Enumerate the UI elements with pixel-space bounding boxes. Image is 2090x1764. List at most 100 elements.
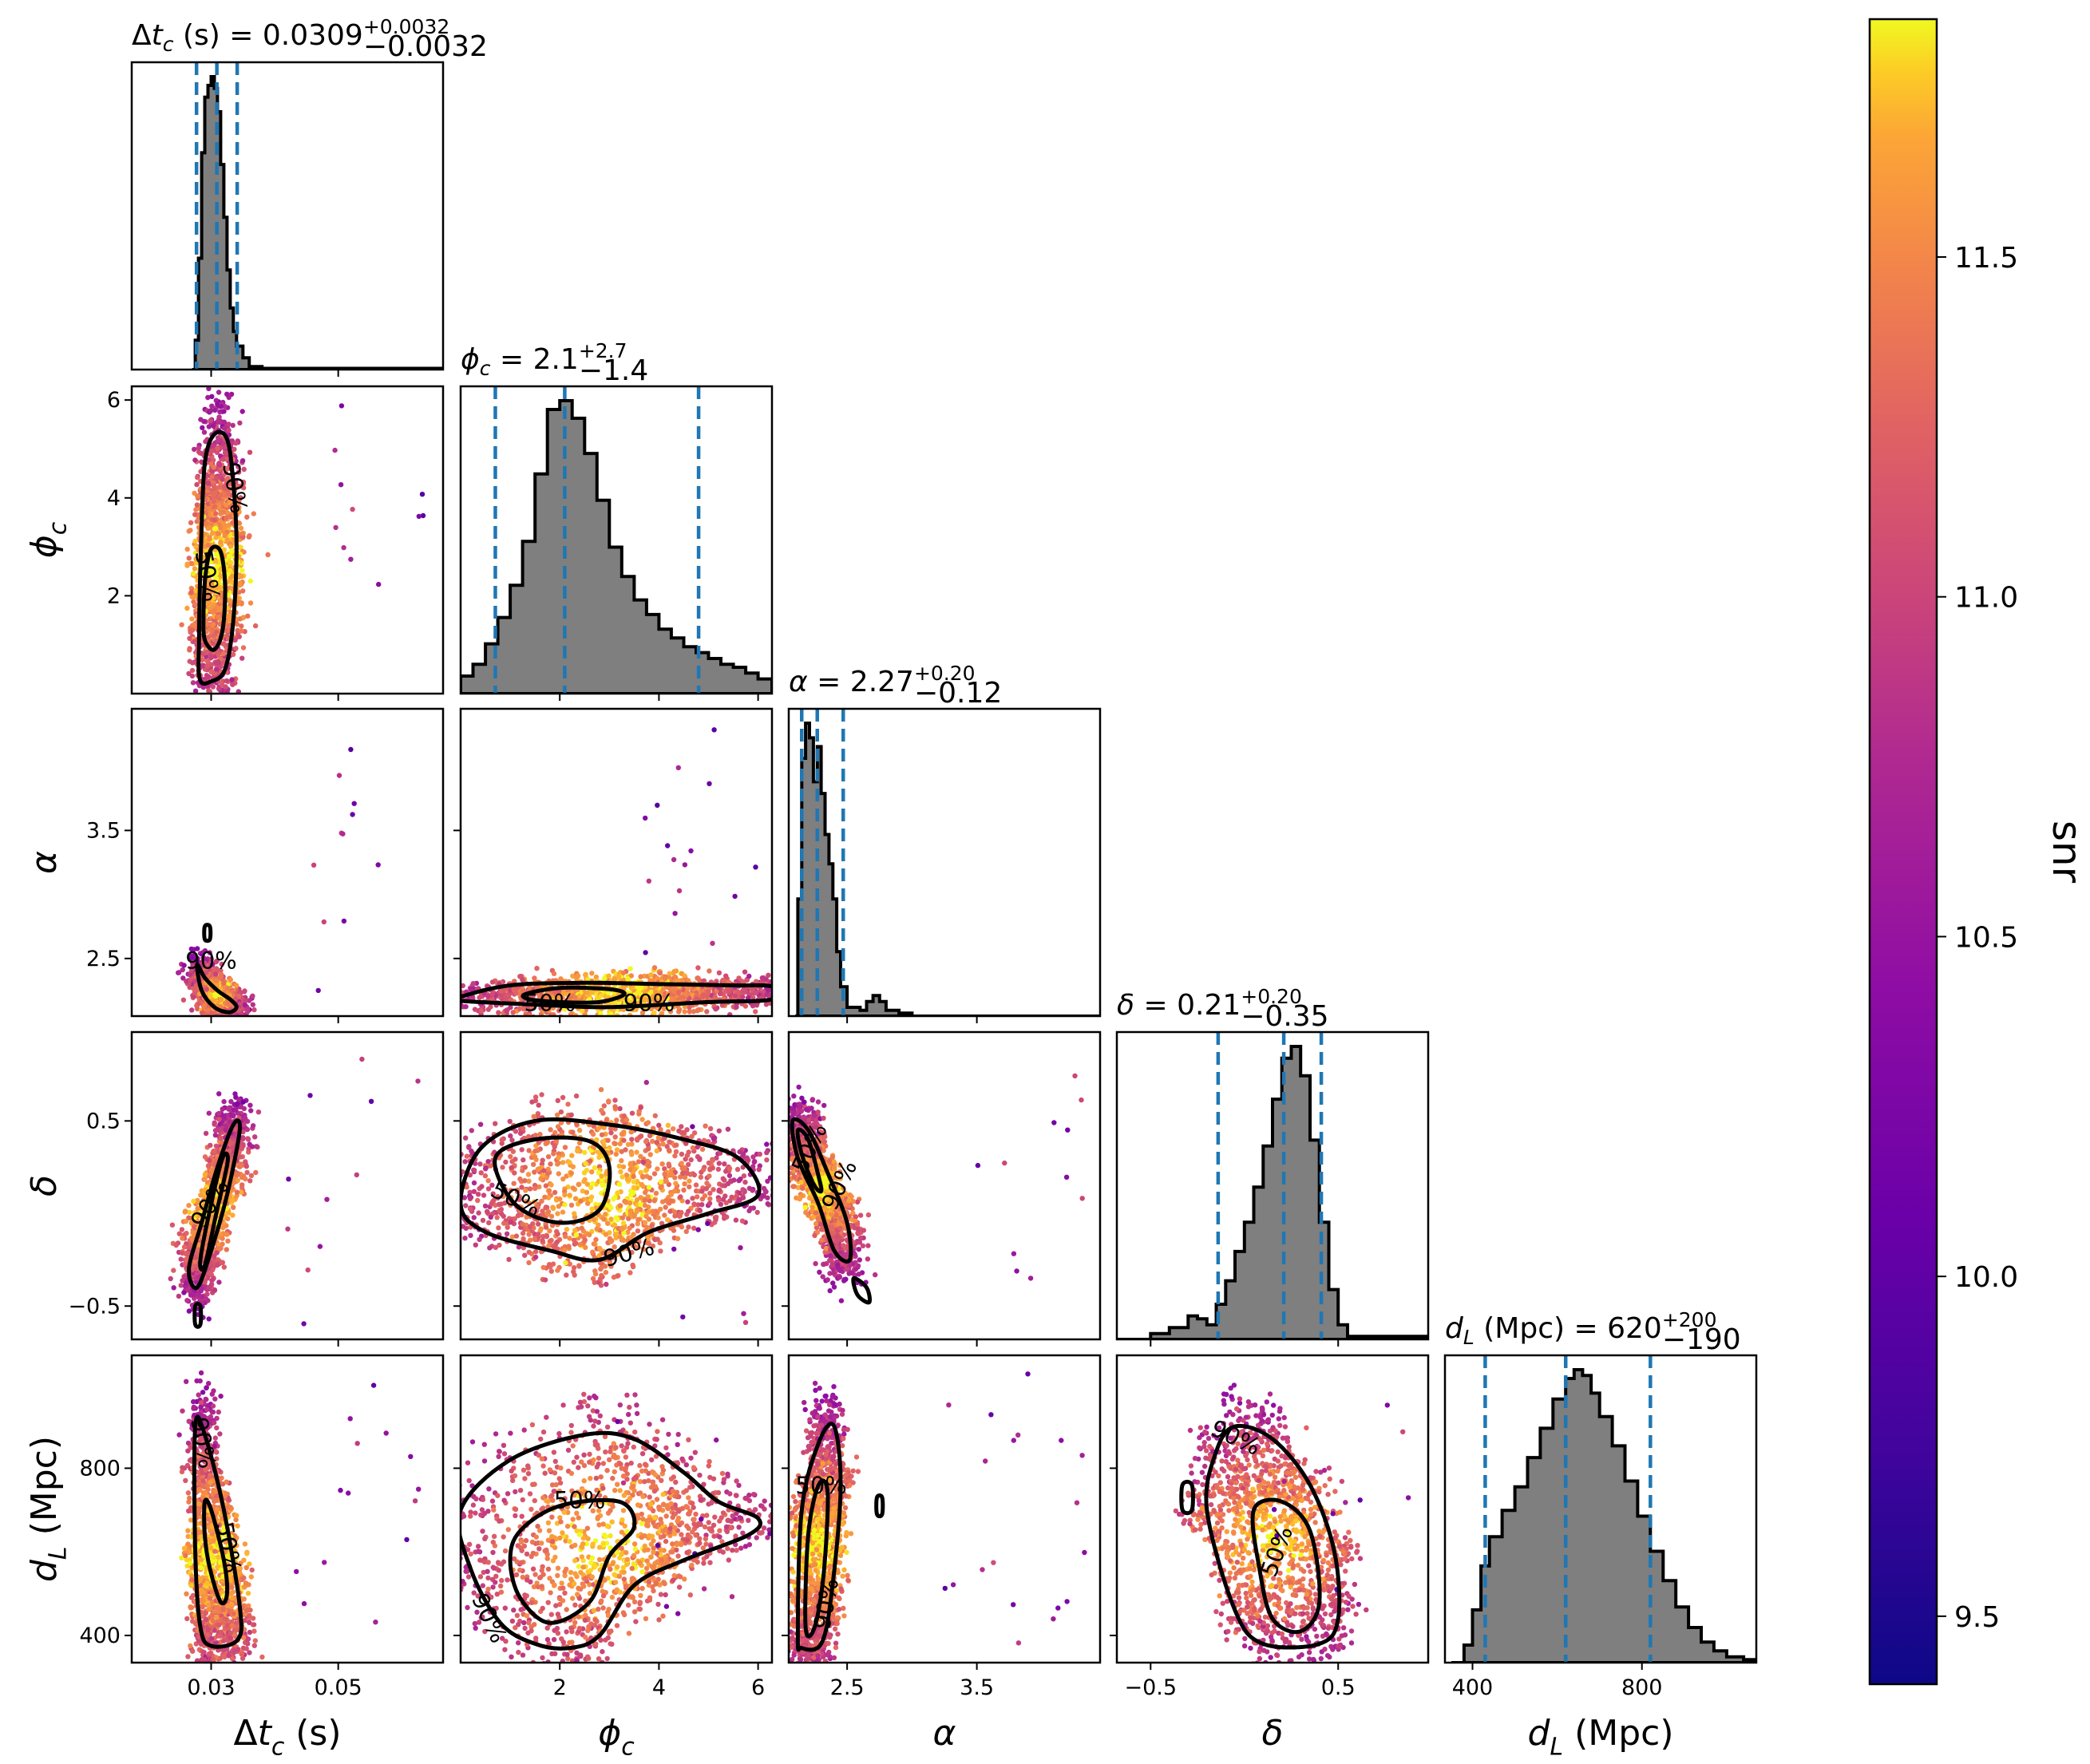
scatter-point	[763, 1002, 770, 1007]
scatter-points: 90%50%	[179, 386, 426, 731]
scatter-point	[575, 973, 581, 979]
scatter-point	[212, 485, 217, 491]
scatter-point	[222, 403, 228, 409]
scatter-point	[180, 967, 185, 973]
scatter-point	[532, 975, 537, 981]
title-minus-delta: −0.35	[1241, 1000, 1328, 1033]
scatter-point	[675, 765, 681, 770]
scatter-point	[225, 1001, 231, 1007]
scatter-point	[667, 971, 672, 976]
scatter-point	[639, 1010, 646, 1016]
scatter-point	[520, 977, 525, 983]
scatter-point	[255, 1109, 262, 1115]
scatter-point	[190, 571, 196, 576]
scatter-point	[213, 525, 219, 532]
scatter-point	[205, 481, 211, 486]
scatter-point	[189, 616, 195, 622]
scatter-point	[208, 655, 214, 661]
scatter-point	[244, 514, 250, 520]
scatter-point	[433, 1000, 438, 1005]
scatter-point	[461, 983, 465, 989]
scatter-point	[201, 1003, 208, 1009]
scatter-point	[723, 973, 729, 979]
scatter-point	[205, 716, 210, 721]
scatter-point	[204, 970, 209, 975]
scatter-point	[224, 1021, 229, 1026]
scatter-point	[340, 831, 346, 837]
scatter-point	[205, 1163, 212, 1169]
scatter-point	[775, 985, 780, 990]
scatter-point	[214, 449, 220, 455]
scatter-point	[744, 977, 750, 983]
scatter-point	[216, 390, 222, 395]
scatter-point	[429, 1006, 434, 1011]
histogram-bars	[461, 399, 772, 694]
scatter-point	[341, 918, 347, 924]
scatter-point	[227, 513, 233, 519]
scatter-point	[195, 474, 200, 481]
scatter-point	[202, 1176, 208, 1182]
scatter-point	[691, 1009, 696, 1014]
scatter-point	[417, 1003, 422, 1007]
scatter-point	[433, 999, 438, 1003]
scatter-point	[765, 987, 771, 993]
scatter-point	[204, 695, 209, 700]
scatter-point	[212, 993, 218, 999]
scatter-point	[200, 696, 204, 701]
scatter-point	[712, 995, 718, 1000]
histogram-bars-phic	[461, 386, 772, 694]
scatter-point	[783, 981, 788, 986]
scatter-point	[211, 499, 216, 504]
scatter-point	[434, 992, 439, 997]
scatter-point	[753, 1009, 758, 1014]
scatter-point	[188, 520, 194, 525]
scatter-point	[220, 660, 226, 666]
scatter-point	[699, 994, 706, 999]
scatter-point	[605, 990, 612, 996]
y-tick-label: 4	[107, 486, 121, 511]
scatter-point	[216, 531, 221, 536]
scatter-point	[643, 950, 648, 955]
scatter-point	[568, 1011, 574, 1016]
scatter-point	[212, 504, 218, 509]
scatter-point	[206, 688, 212, 694]
scatter-point	[192, 602, 198, 607]
scatter-point	[198, 726, 203, 731]
scatter-point	[205, 485, 211, 490]
scatter-point	[451, 994, 456, 999]
scatter-point	[189, 660, 196, 666]
scatter-point	[585, 976, 591, 983]
scatter-point	[213, 971, 219, 977]
scatter-point	[683, 991, 688, 997]
scatter-point	[184, 546, 190, 552]
scatter-point	[230, 651, 236, 658]
panel-title-dtc: Δtc (s) = 0.0309+0.0032	[132, 15, 449, 56]
scatter-point	[408, 986, 413, 991]
scatter-point	[774, 999, 778, 1004]
scatter-point	[247, 600, 254, 606]
scatter-point	[773, 991, 778, 996]
scatter-point	[236, 504, 242, 510]
scatter-point	[652, 999, 658, 1005]
scatter-point	[204, 987, 209, 992]
scatter-point	[194, 560, 200, 566]
scatter-point	[184, 605, 190, 611]
scatter-point	[221, 1018, 226, 1022]
scatter-point	[229, 677, 235, 682]
scatter-point	[214, 475, 220, 481]
scatter-point	[236, 689, 241, 694]
scatter-point	[447, 993, 452, 998]
scatter-point	[204, 621, 210, 627]
scatter-point	[217, 492, 223, 498]
scatter-point	[218, 1004, 224, 1010]
scatter-point	[211, 633, 216, 639]
panel-frame	[130, 385, 445, 695]
scatter-point	[777, 980, 782, 985]
scatter-point	[671, 856, 677, 863]
scatter-point	[218, 404, 224, 409]
scatter-point	[225, 476, 231, 481]
scatter-point	[623, 999, 628, 1005]
scatter-point	[232, 446, 237, 453]
scatter-point	[517, 1006, 522, 1012]
scatter-point	[203, 702, 208, 707]
